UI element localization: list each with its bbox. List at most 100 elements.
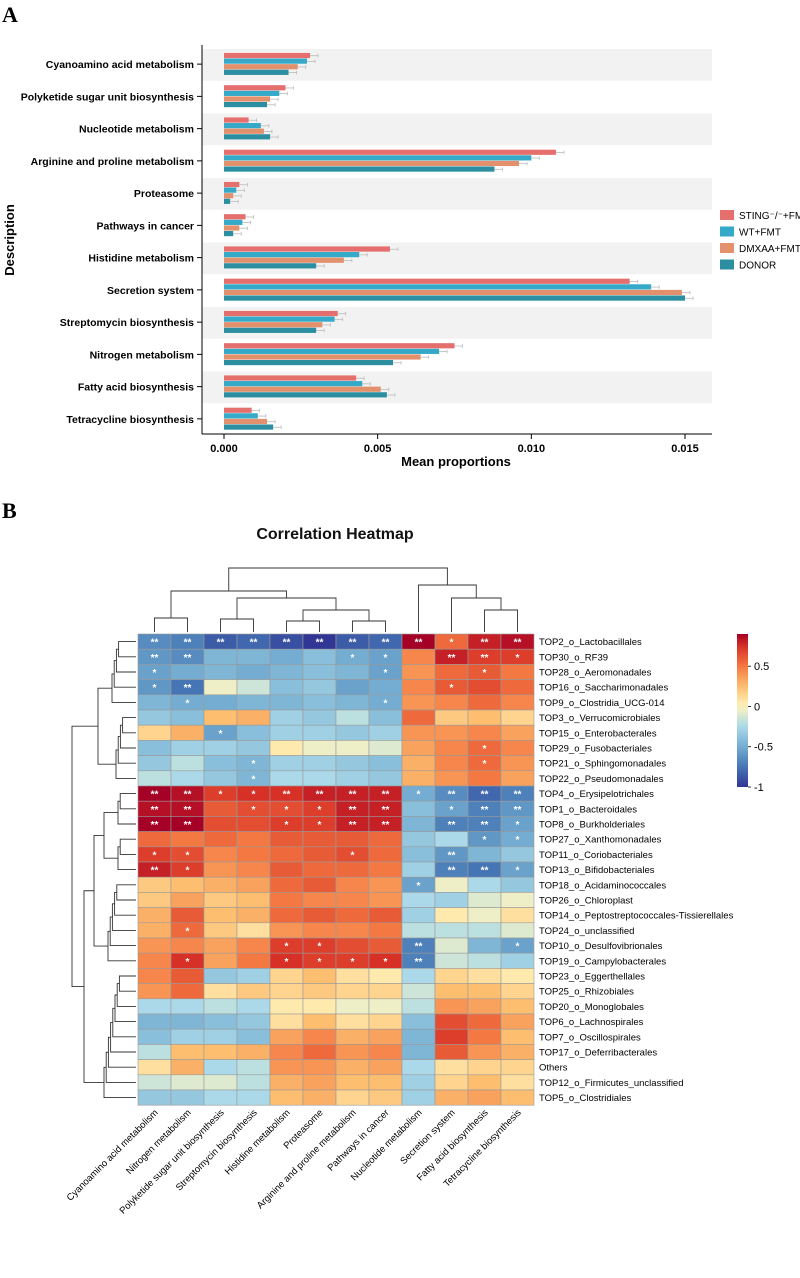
heatmap-cell xyxy=(335,861,370,878)
row-label: TOP13_o_Bifidobacteriales xyxy=(539,865,655,876)
heatmap-cell xyxy=(434,998,469,1015)
heatmap-cell xyxy=(236,937,271,954)
heatmap-cell xyxy=(302,1028,337,1045)
heatmap-cell xyxy=(368,922,403,939)
dendro-link xyxy=(286,620,320,632)
heatmap-cell xyxy=(203,968,238,984)
heatmap-cell xyxy=(236,998,271,1015)
significance-mark: * xyxy=(384,957,388,968)
colorbar: 0.5 0 -0.5 -1 xyxy=(737,634,773,794)
heatmap-cell xyxy=(467,876,502,893)
significance-mark: * xyxy=(186,850,190,861)
heatmap-cell xyxy=(434,1013,469,1030)
dendro-link xyxy=(112,1007,136,1038)
heatmap-cell xyxy=(302,709,337,726)
heatmap-cell xyxy=(500,907,535,924)
heatmap-cell xyxy=(269,998,304,1015)
heatmap-cell xyxy=(269,679,304,696)
significance-mark: ** xyxy=(481,790,489,801)
significance-mark: ** xyxy=(184,805,192,816)
bar xyxy=(224,316,335,322)
heatmap-cell xyxy=(236,724,271,741)
heatmap-cell xyxy=(236,907,271,924)
heatmap-cell xyxy=(434,1044,469,1060)
row-label: TOP8_o_Burkholderiales xyxy=(539,820,645,831)
dendro-link xyxy=(111,673,136,703)
heatmap-cell xyxy=(137,998,172,1015)
bar xyxy=(224,198,231,204)
heatmap-cell xyxy=(236,1044,271,1060)
colorbar-tick-label: 0 xyxy=(754,701,760,713)
heatmap-cell xyxy=(302,1074,337,1091)
heatmap-cell xyxy=(335,1089,370,1106)
heatmap-cell xyxy=(203,937,238,954)
significance-mark: * xyxy=(153,668,157,679)
heatmap-cell xyxy=(269,648,304,665)
heatmap-cell xyxy=(302,983,337,1000)
heatmap-cell xyxy=(170,755,205,772)
dendro-link xyxy=(119,838,136,855)
significance-mark: ** xyxy=(481,805,489,816)
heatmap-cell xyxy=(467,1044,502,1060)
significance-mark: ** xyxy=(382,805,390,816)
significance-mark: * xyxy=(186,957,190,968)
heatmap-cell xyxy=(236,816,271,832)
heatmap-cell xyxy=(467,983,502,1000)
significance-mark: ** xyxy=(151,790,159,801)
heatmap-cell xyxy=(500,709,535,726)
bar xyxy=(224,386,381,392)
heatmap-cell xyxy=(434,937,469,954)
y-tick-label: Polyketide sugar unit biosynthesis xyxy=(21,91,194,103)
heatmap-cell xyxy=(500,770,535,787)
significance-mark: * xyxy=(285,942,289,953)
heatmap-cell xyxy=(401,922,436,939)
heatmap-cell xyxy=(434,770,469,787)
dendro-link xyxy=(418,584,477,632)
heatmap-cell xyxy=(368,1074,403,1091)
heatmap-cell xyxy=(401,907,436,924)
heatmap-cell xyxy=(434,1028,469,1045)
significance-mark: * xyxy=(483,835,487,846)
heatmap-cell xyxy=(137,937,172,954)
heatmap-cell xyxy=(434,724,469,741)
bar xyxy=(224,413,258,419)
significance-mark: ** xyxy=(382,790,390,801)
bar xyxy=(224,219,243,225)
heatmap-cell xyxy=(170,724,205,741)
heatmap-cell xyxy=(269,770,304,787)
heatmap-cell xyxy=(500,755,535,772)
heatmap-cell xyxy=(170,1074,205,1091)
y-axis-label: Description xyxy=(2,204,17,276)
row-label: TOP1_o_Bacteroidales xyxy=(539,804,637,815)
dendro-link xyxy=(122,717,136,734)
legend-swatch xyxy=(720,226,734,237)
heatmap-cell xyxy=(302,1044,337,1060)
x-tick-label: 0.000 xyxy=(210,443,238,455)
row-label: TOP6_o_Lachnospirales xyxy=(539,1017,644,1028)
significance-mark: * xyxy=(186,866,190,877)
heatmap-cell xyxy=(335,968,370,984)
heatmap-cell xyxy=(401,724,436,741)
heatmap-cell xyxy=(302,648,337,665)
significance-mark: ** xyxy=(217,638,225,649)
heatmap-cell xyxy=(203,679,238,696)
heatmap-cell xyxy=(236,709,271,726)
significance-mark: * xyxy=(153,850,157,861)
heatmap-title: Correlation Heatmap xyxy=(256,526,414,543)
dendro-link xyxy=(71,725,98,988)
heatmap-cell xyxy=(401,1028,436,1045)
significance-mark: * xyxy=(219,729,223,740)
heatmap-cell xyxy=(203,1059,238,1076)
significance-mark: ** xyxy=(184,638,192,649)
heatmap-cell xyxy=(137,740,172,756)
x-tick-label: 0.015 xyxy=(671,443,699,455)
heatmap-cell xyxy=(137,1044,172,1060)
bar xyxy=(224,193,234,199)
heatmap-cell xyxy=(401,968,436,984)
significance-mark: ** xyxy=(184,653,192,664)
heatmap-cell xyxy=(269,724,304,741)
heatmap-cell xyxy=(236,694,271,711)
row-label: TOP4_o_Erysipelotrichales xyxy=(539,789,654,800)
bar xyxy=(224,149,556,155)
heatmap-cell xyxy=(203,816,238,832)
